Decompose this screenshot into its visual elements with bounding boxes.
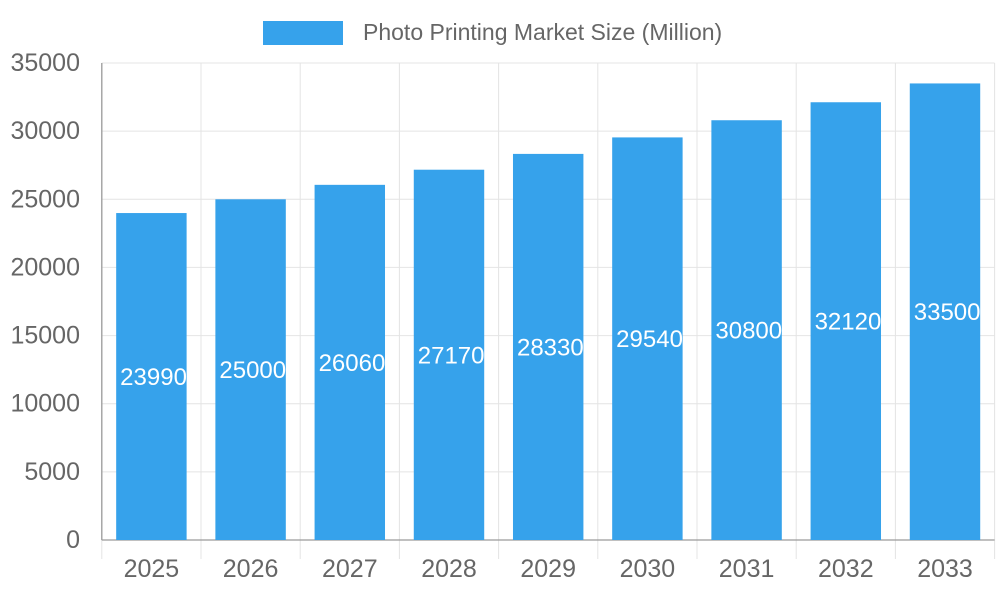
svg-text:25000: 25000 [10, 185, 80, 213]
svg-text:10000: 10000 [10, 390, 80, 418]
svg-text:33500: 33500 [914, 299, 981, 326]
svg-text:2031: 2031 [719, 555, 775, 583]
svg-text:0: 0 [66, 526, 80, 554]
svg-text:15000: 15000 [10, 322, 80, 350]
svg-text:2026: 2026 [223, 555, 279, 583]
svg-text:32120: 32120 [815, 309, 882, 336]
svg-text:26060: 26060 [319, 350, 386, 377]
svg-text:27170: 27170 [418, 342, 485, 369]
svg-text:2028: 2028 [421, 555, 477, 583]
svg-text:30800: 30800 [715, 318, 782, 345]
svg-text:2032: 2032 [818, 555, 874, 583]
svg-text:2030: 2030 [620, 555, 676, 583]
svg-text:35000: 35000 [10, 49, 80, 77]
svg-text:2025: 2025 [124, 555, 180, 583]
svg-text:5000: 5000 [24, 458, 80, 486]
svg-text:2033: 2033 [917, 555, 973, 583]
svg-text:25000: 25000 [219, 357, 286, 384]
svg-text:2029: 2029 [520, 555, 576, 583]
svg-text:23990: 23990 [120, 364, 187, 391]
svg-text:29540: 29540 [616, 326, 683, 353]
svg-text:20000: 20000 [10, 253, 80, 281]
svg-text:28330: 28330 [517, 334, 584, 361]
svg-text:2027: 2027 [322, 555, 378, 583]
svg-text:30000: 30000 [10, 117, 80, 145]
